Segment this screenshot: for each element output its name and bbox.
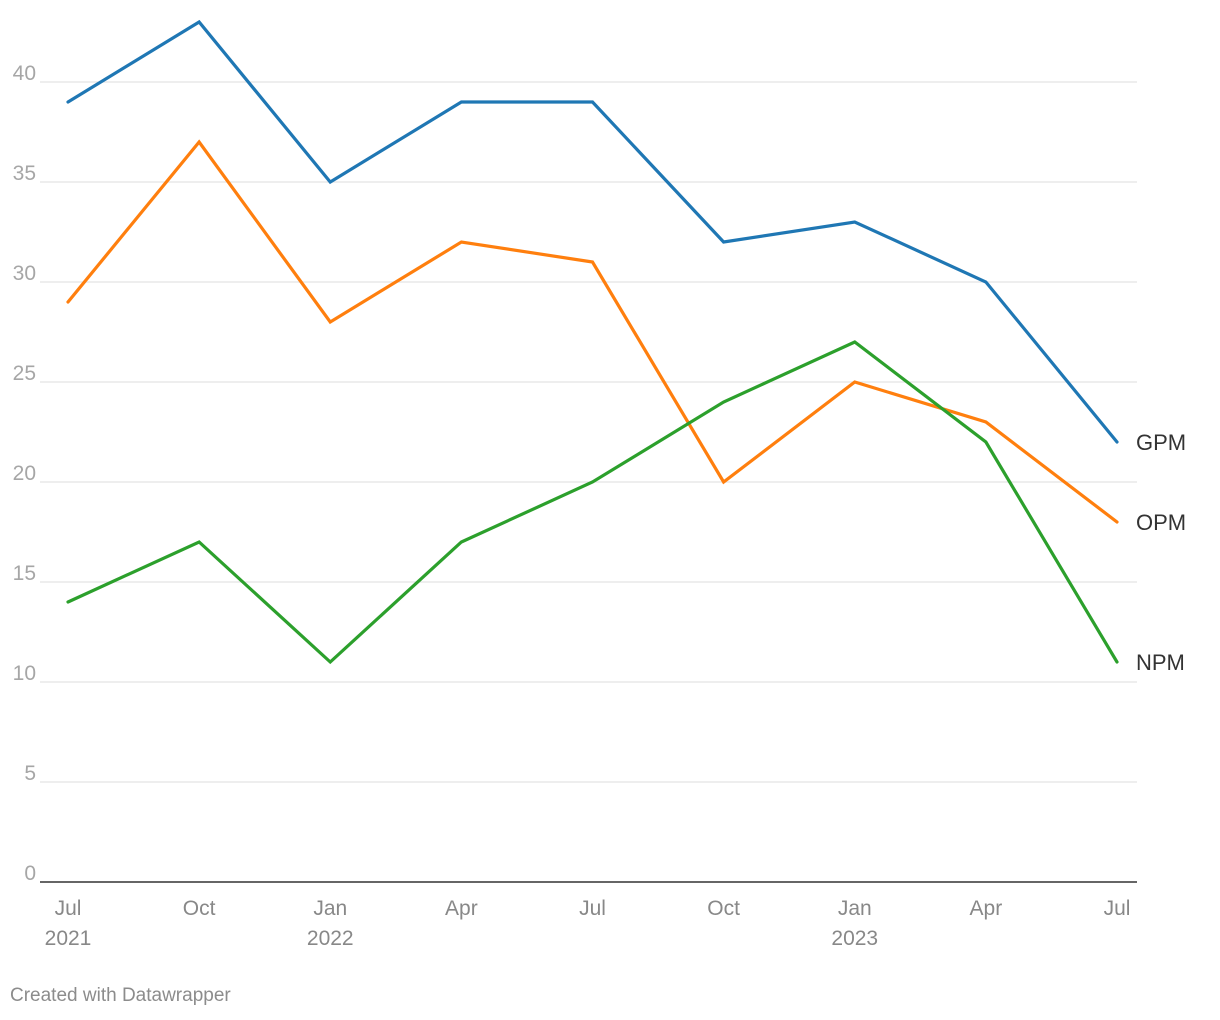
x-axis-ticks: Jul 2021 Oct Jan 2022 Apr Jul Oct Jan 2023 Apr Jul [45, 897, 1131, 950]
x-tick-label-month: Apr [445, 897, 478, 920]
grid-layer [40, 81, 1137, 883]
y-axis-ticks: 0 5 10 15 20 25 30 35 40 [13, 62, 36, 885]
x-tick-label-month: Jul [1104, 897, 1131, 920]
y-tick-label: 25 [13, 362, 36, 385]
series-label-npm: NPM [1136, 650, 1185, 675]
y-tick-label: 40 [13, 62, 36, 85]
x-tick-label-month: Apr [970, 897, 1003, 920]
x-tick-label-month: Oct [183, 897, 216, 920]
series-labels: GPM OPM NPM [1136, 430, 1186, 675]
y-tick-label: 15 [13, 562, 36, 585]
y-tick-label: 30 [13, 262, 36, 285]
x-tick-label-year: 2023 [831, 927, 878, 950]
x-tick-label-month: Jul [55, 897, 82, 920]
x-tick-label-month: Jan [838, 897, 872, 920]
y-tick-label: 35 [13, 162, 36, 185]
y-tick-label: 20 [13, 462, 36, 485]
y-tick-label: 10 [13, 662, 36, 685]
series-line-npm [66, 340, 1119, 665]
series-lines [66, 19, 1119, 665]
series-line-opm [66, 139, 1119, 524]
credit-text: Created with Datawrapper [10, 985, 231, 1006]
y-tick-label: 5 [24, 762, 36, 785]
x-tick-label-month: Jul [579, 897, 606, 920]
x-tick-label-year: 2021 [45, 927, 92, 950]
x-tick-label-month: Jan [313, 897, 347, 920]
series-label-opm: OPM [1136, 510, 1186, 535]
x-tick-label-year: 2022 [307, 927, 354, 950]
series-line-gpm [66, 19, 1119, 444]
x-tick-label-month: Oct [707, 897, 740, 920]
y-tick-label: 0 [24, 862, 36, 885]
series-label-gpm: GPM [1136, 430, 1186, 455]
